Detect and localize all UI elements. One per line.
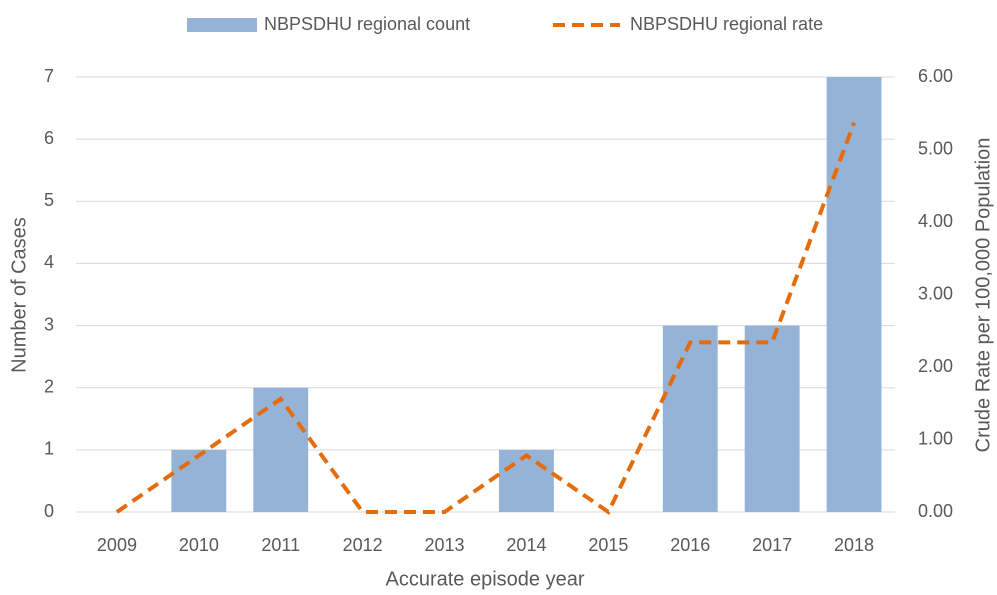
bar	[253, 387, 309, 512]
x-tick-label: 2015	[588, 535, 628, 555]
x-tick-label: 2018	[834, 535, 874, 555]
x-axis-label: Accurate episode year	[385, 568, 584, 590]
x-tick-label: 2016	[670, 535, 710, 555]
y2-tick-label: 5.00	[918, 138, 953, 158]
x-tick-label: 2011	[261, 535, 300, 555]
y-tick-label: 0	[44, 501, 54, 521]
y-tick-label: 6	[44, 128, 54, 148]
x-tick-label: 2010	[179, 535, 219, 555]
x-tick-label: 2014	[506, 535, 546, 555]
bar	[744, 325, 800, 512]
x-tick-label: 2012	[343, 535, 383, 555]
x-tick-label: 2009	[97, 535, 137, 555]
line	[115, 121, 856, 515]
legend-label: NBPSDHU regional count	[264, 14, 470, 34]
x-tick-label: 2017	[752, 535, 792, 555]
bar	[826, 77, 882, 512]
bar	[662, 325, 718, 512]
y2-tick-label: 4.00	[918, 211, 953, 231]
y-tick-label: 5	[44, 190, 54, 210]
y-axis-label: Number of Cases	[8, 217, 30, 373]
y2-axis-label: Crude Rate per 100,000 Population	[972, 138, 994, 453]
bar	[171, 449, 227, 512]
y2-tick-label: 6.00	[918, 66, 953, 86]
legend-swatch	[187, 18, 257, 32]
bar	[499, 449, 554, 512]
y2-tick-label: 3.00	[918, 283, 953, 303]
y-tick-label: 3	[44, 314, 54, 334]
y-tick-label: 2	[44, 376, 54, 396]
y2-tick-label: 1.00	[918, 428, 953, 448]
y2-tick-label: 2.00	[918, 356, 953, 376]
y-tick-label: 7	[44, 66, 54, 86]
y-tick-label: 1	[44, 439, 54, 459]
legend-label: NBPSDHU regional rate	[630, 14, 823, 34]
y-tick-label: 4	[44, 252, 54, 272]
x-tick-label: 2013	[425, 535, 465, 555]
y2-tick-label: 0.00	[918, 501, 953, 521]
